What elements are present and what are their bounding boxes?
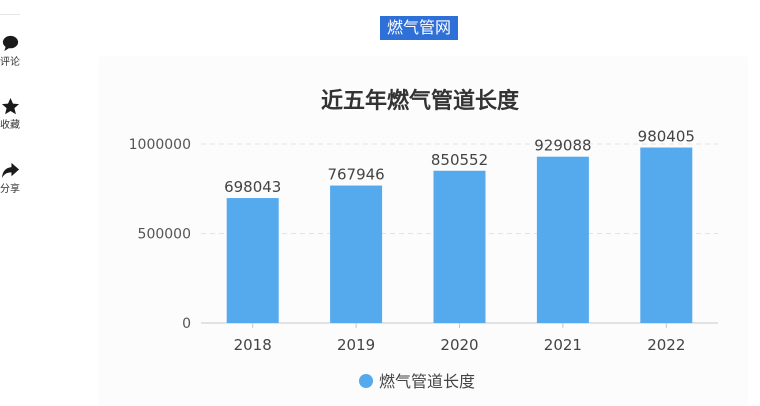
bar-chart: 近五年燃气管道长度 0 500000 1000000 698043 2018 767946 2… (129, 88, 718, 391)
x-tick-label: 2021 (544, 336, 582, 354)
data-label: 698043 (224, 178, 281, 196)
share-label: 分享 (0, 184, 20, 195)
rail-divider (0, 14, 20, 15)
comment-bubble-icon (2, 35, 19, 52)
data-label: 850552 (431, 151, 488, 169)
data-label: 767946 (327, 166, 384, 184)
y-tick-label: 0 (182, 316, 191, 332)
bar (433, 170, 486, 323)
bar (640, 147, 693, 323)
favorite-action[interactable]: 收藏 (0, 97, 22, 137)
chart-title: 近五年燃气管道长度 (321, 88, 520, 114)
y-tick-label: 1000000 (129, 137, 191, 153)
bar (330, 185, 383, 323)
share-action[interactable]: 分享 (0, 161, 22, 201)
bar (536, 156, 589, 323)
comment-label: 评论 (0, 57, 20, 68)
legend-label: 燃气管道长度 (379, 372, 475, 391)
star-icon (1, 97, 20, 115)
favorite-label: 收藏 (0, 120, 20, 131)
data-label: 929088 (534, 137, 591, 155)
bar (226, 198, 279, 323)
article-headline: 燃气管网 (380, 16, 458, 40)
legend-marker (359, 374, 373, 388)
x-tick-label: 2020 (440, 336, 478, 354)
comment-action[interactable]: 评论 (0, 34, 22, 74)
data-label: 980405 (638, 128, 695, 146)
y-tick-label: 500000 (138, 227, 191, 243)
x-tick-label: 2022 (647, 336, 685, 354)
x-tick-label: 2019 (337, 336, 375, 354)
share-arrow-icon (1, 162, 20, 179)
chart-card: 近五年燃气管道长度 0 500000 1000000 698043 2018 767946 2… (98, 56, 748, 406)
action-rail: 评论 收藏 分享 (0, 0, 22, 406)
x-tick-label: 2018 (234, 336, 272, 354)
